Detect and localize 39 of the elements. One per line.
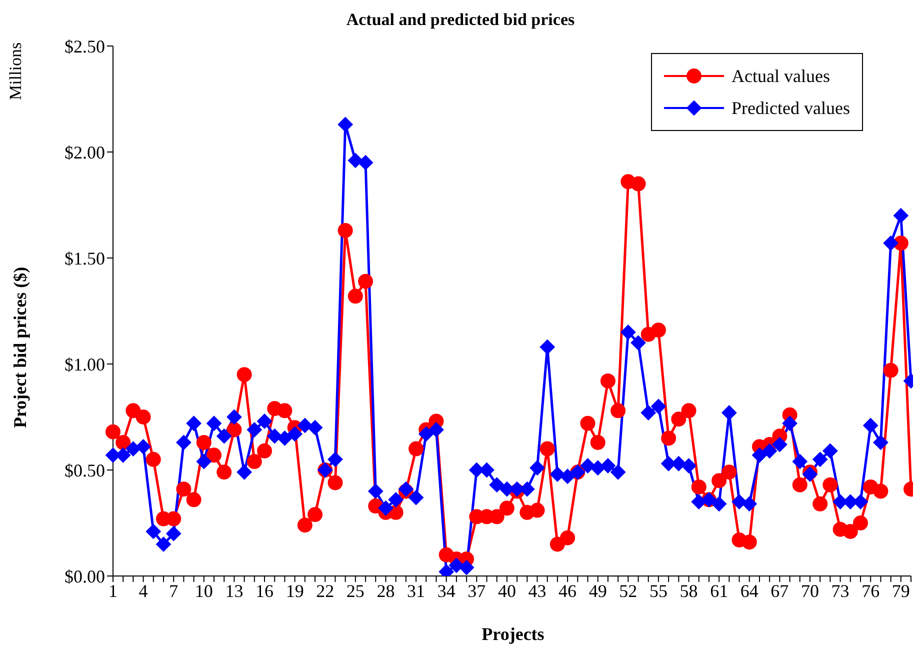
y-tick-label: $0.00: [64, 566, 105, 586]
x-tick-label: 34: [437, 580, 456, 601]
y-axis-title: Project bid prices ($): [10, 266, 31, 428]
x-tick-label: 31: [407, 580, 426, 601]
y-tick-label: $2.00: [64, 142, 105, 162]
x-tick-label: 19: [286, 580, 304, 601]
y-tick-label: $2.50: [64, 36, 105, 56]
x-tick-label: 76: [862, 580, 880, 601]
x-tick-label: 4: [138, 580, 148, 601]
legend-label: Predicted values: [732, 98, 850, 118]
x-tick-label: 79: [892, 580, 910, 601]
x-tick-label: 10: [194, 580, 213, 601]
x-tick-label: 13: [225, 580, 244, 601]
y-tick-label: $0.50: [64, 460, 105, 480]
legend-label: Actual values: [732, 66, 830, 86]
x-tick-label: 64: [740, 580, 758, 601]
x-tick-label: 61: [710, 580, 728, 601]
y-tick-label: $1.50: [64, 248, 105, 268]
text: Millions: [6, 42, 26, 100]
x-tick-label: 7: [169, 580, 178, 601]
x-tick-label: 67: [770, 580, 789, 601]
x-tick-label: 25: [346, 580, 364, 601]
x-tick-label: 40: [498, 580, 516, 601]
x-tick-label: 43: [528, 580, 546, 601]
x-tick-label: 28: [376, 580, 395, 601]
x-tick-label: 37: [468, 580, 486, 601]
x-tick-label: 52: [619, 580, 638, 601]
y-tick-label: $1.00: [64, 354, 105, 374]
x-tick-label: 73: [831, 580, 850, 601]
x-axis-title: Projects: [480, 624, 546, 645]
x-tick-label: 16: [256, 580, 274, 601]
x-tick-label: 46: [558, 580, 577, 601]
x-tick-label: 70: [800, 580, 819, 601]
x-tick-label: 58: [680, 580, 698, 601]
x-tick-label: 1: [108, 580, 118, 601]
x-tick-label: 22: [316, 580, 334, 601]
x-tick-label: 49: [588, 580, 607, 601]
chart-title: Actual and predicted bid prices: [345, 10, 576, 30]
x-tick-label: 55: [649, 580, 668, 601]
